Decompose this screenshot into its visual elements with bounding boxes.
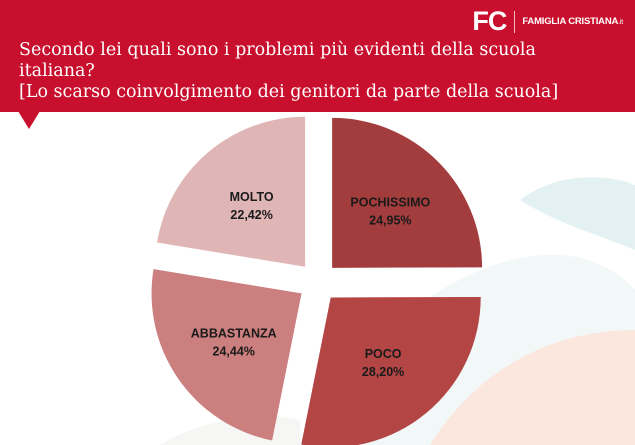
brand-logo[interactable]: FC FAMIGLIA CRISTIANA.it: [472, 6, 623, 37]
pie-labels: POCHISSIMO 24,95% POCO 28,20% ABBASTANZA 24,4…: [191, 190, 431, 379]
slice-value-abbastanza: 24,44%: [213, 344, 255, 358]
question-line-3: [Lo scarso coinvolgimento dei genitori d…: [19, 82, 559, 102]
pie-slice-pochissimo: [332, 117, 483, 268]
logo-text: FAMIGLIA CRISTIANA.it: [522, 16, 623, 27]
logo-separator: [514, 10, 516, 33]
slice-label-pochissimo: POCHISSIMO: [350, 195, 430, 209]
slice-value-molto: 22,42%: [230, 208, 272, 222]
header-bar: FC FAMIGLIA CRISTIANA.it Secondo lei qua…: [0, 0, 635, 112]
question-line-1: Secondo lei quali sono i problemi più ev…: [19, 40, 536, 60]
logo-mark: FC: [472, 6, 507, 36]
slice-value-poco: 28,20%: [362, 365, 404, 379]
chart-question: Secondo lei quali sono i problemi più ev…: [19, 40, 579, 103]
pie-slices: [151, 116, 483, 445]
pie-slice-abbastanza: [151, 269, 302, 441]
pie-slice-molto: [157, 116, 306, 267]
slice-value-pochissimo: 24,95%: [369, 213, 411, 227]
question-line-2: italiana?: [19, 61, 95, 81]
slice-label-poco: POCO: [365, 347, 402, 361]
pie-slice-poco: [301, 296, 481, 445]
slice-label-molto: MOLTO: [230, 190, 274, 204]
slice-label-abbastanza: ABBASTANZA: [191, 326, 277, 340]
header-notch: [18, 111, 40, 129]
